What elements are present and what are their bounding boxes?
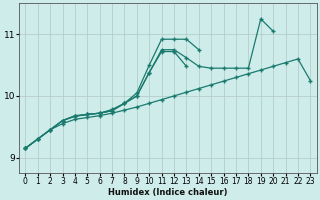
X-axis label: Humidex (Indice chaleur): Humidex (Indice chaleur) (108, 188, 228, 197)
